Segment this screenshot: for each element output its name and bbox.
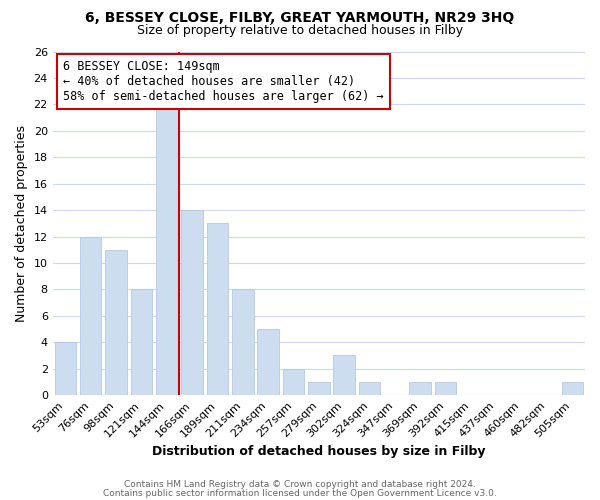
Text: Contains HM Land Registry data © Crown copyright and database right 2024.: Contains HM Land Registry data © Crown c… xyxy=(124,480,476,489)
Text: Size of property relative to detached houses in Filby: Size of property relative to detached ho… xyxy=(137,24,463,37)
Text: 6 BESSEY CLOSE: 149sqm
← 40% of detached houses are smaller (42)
58% of semi-det: 6 BESSEY CLOSE: 149sqm ← 40% of detached… xyxy=(64,60,384,103)
Bar xyxy=(283,368,304,395)
Bar xyxy=(80,236,101,395)
Bar xyxy=(409,382,431,395)
Bar xyxy=(435,382,457,395)
Bar xyxy=(232,290,254,395)
Bar xyxy=(105,250,127,395)
Bar xyxy=(334,356,355,395)
Bar xyxy=(359,382,380,395)
X-axis label: Distribution of detached houses by size in Filby: Distribution of detached houses by size … xyxy=(152,444,485,458)
Bar xyxy=(156,104,178,395)
Bar xyxy=(562,382,583,395)
Bar xyxy=(131,290,152,395)
Text: 6, BESSEY CLOSE, FILBY, GREAT YARMOUTH, NR29 3HQ: 6, BESSEY CLOSE, FILBY, GREAT YARMOUTH, … xyxy=(85,12,515,26)
Bar xyxy=(206,224,228,395)
Bar xyxy=(55,342,76,395)
Bar xyxy=(257,329,279,395)
Y-axis label: Number of detached properties: Number of detached properties xyxy=(15,125,28,322)
Text: Contains public sector information licensed under the Open Government Licence v3: Contains public sector information licen… xyxy=(103,488,497,498)
Bar xyxy=(308,382,329,395)
Bar xyxy=(181,210,203,395)
